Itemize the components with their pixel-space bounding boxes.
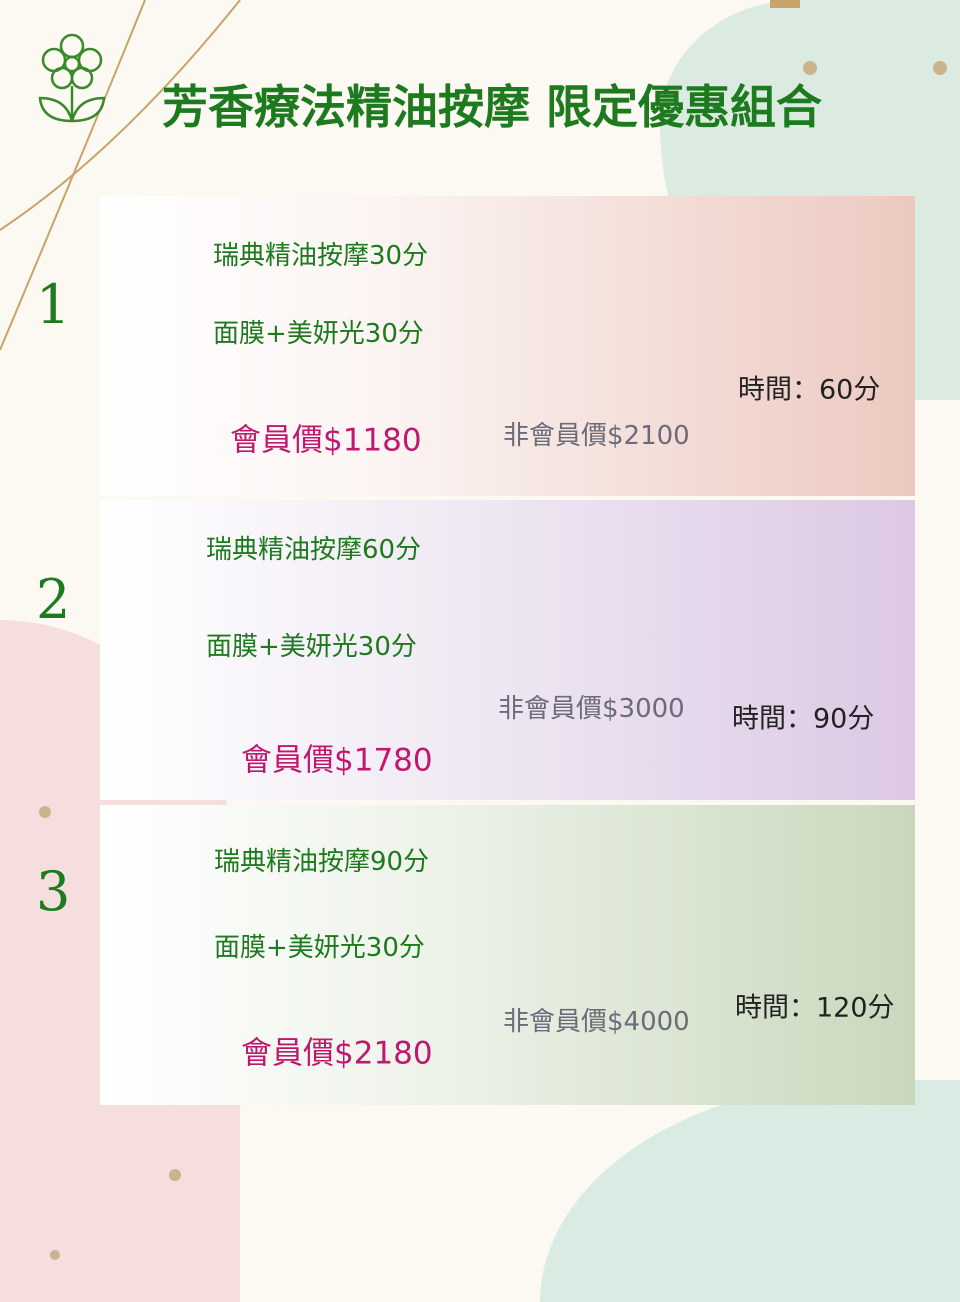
package-time: 時間：90分 — [732, 703, 875, 735]
package-time: 時間：120分 — [735, 992, 895, 1024]
member-price: 會員價$1780 — [241, 742, 433, 779]
package-card-3 — [100, 805, 915, 1105]
member-price: 會員價$1180 — [230, 422, 422, 459]
package-card-2 — [100, 500, 915, 800]
package-card-1 — [100, 196, 915, 496]
page-title: 芳香療法精油按摩 限定優惠組合 — [162, 80, 823, 134]
package-number: 2 — [36, 568, 71, 631]
package-item: 面膜+美妍光30分 — [213, 319, 424, 349]
flower-icon — [38, 33, 106, 123]
non-member-price: 非會員價$2100 — [503, 421, 690, 451]
member-price: 會員價$2180 — [241, 1035, 433, 1072]
package-item: 面膜+美妍光30分 — [206, 632, 417, 662]
package-item: 面膜+美妍光30分 — [214, 933, 425, 963]
package-item: 瑞典精油按摩60分 — [206, 535, 422, 565]
package-number: 3 — [36, 860, 71, 923]
package-number: 1 — [36, 273, 71, 336]
package-item: 瑞典精油按摩90分 — [214, 847, 430, 877]
package-item: 瑞典精油按摩30分 — [213, 241, 429, 271]
package-time: 時間：60分 — [738, 374, 881, 406]
non-member-price: 非會員價$3000 — [498, 694, 685, 724]
non-member-price: 非會員價$4000 — [503, 1007, 690, 1037]
